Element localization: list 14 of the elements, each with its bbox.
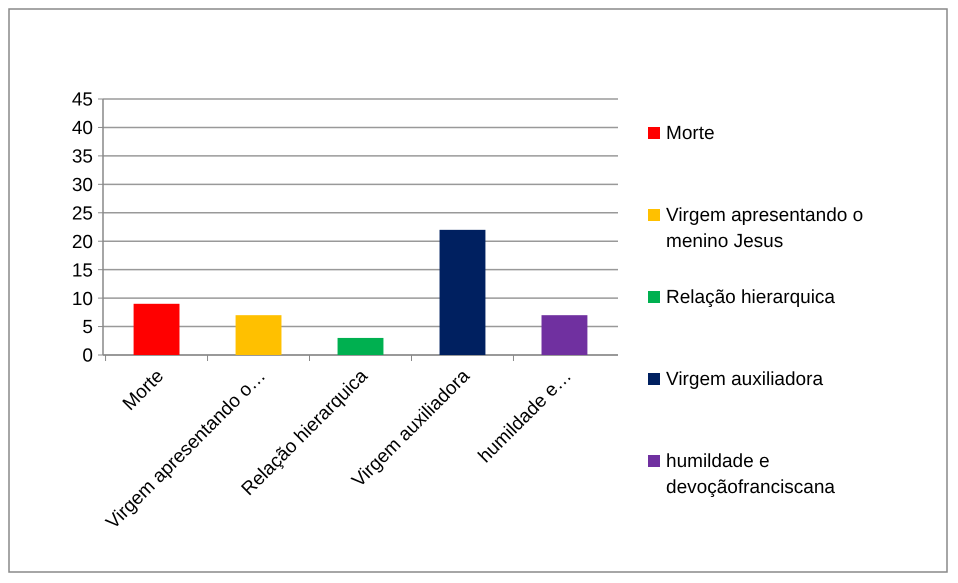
y-tick-label: 15: [72, 260, 93, 282]
legend-label: Relação hierarquica: [666, 287, 836, 308]
y-tick-label: 0: [82, 346, 93, 367]
y-tick-label: 25: [72, 203, 93, 224]
y-tick-label: 45: [72, 90, 93, 111]
y-tick-label: 40: [72, 118, 93, 140]
y-tick-label: 35: [72, 146, 93, 168]
y-tick-label: 10: [72, 288, 93, 310]
y-tick-label: 5: [82, 317, 93, 338]
legend-label: Morte: [666, 123, 715, 144]
legend-label: humildade e devoçãofranciscana: [666, 451, 836, 498]
legend-label: Virgem apresentando o menino Jesus: [666, 205, 864, 252]
y-tick-label: 20: [72, 232, 93, 253]
y-tick-label: 30: [72, 174, 93, 196]
